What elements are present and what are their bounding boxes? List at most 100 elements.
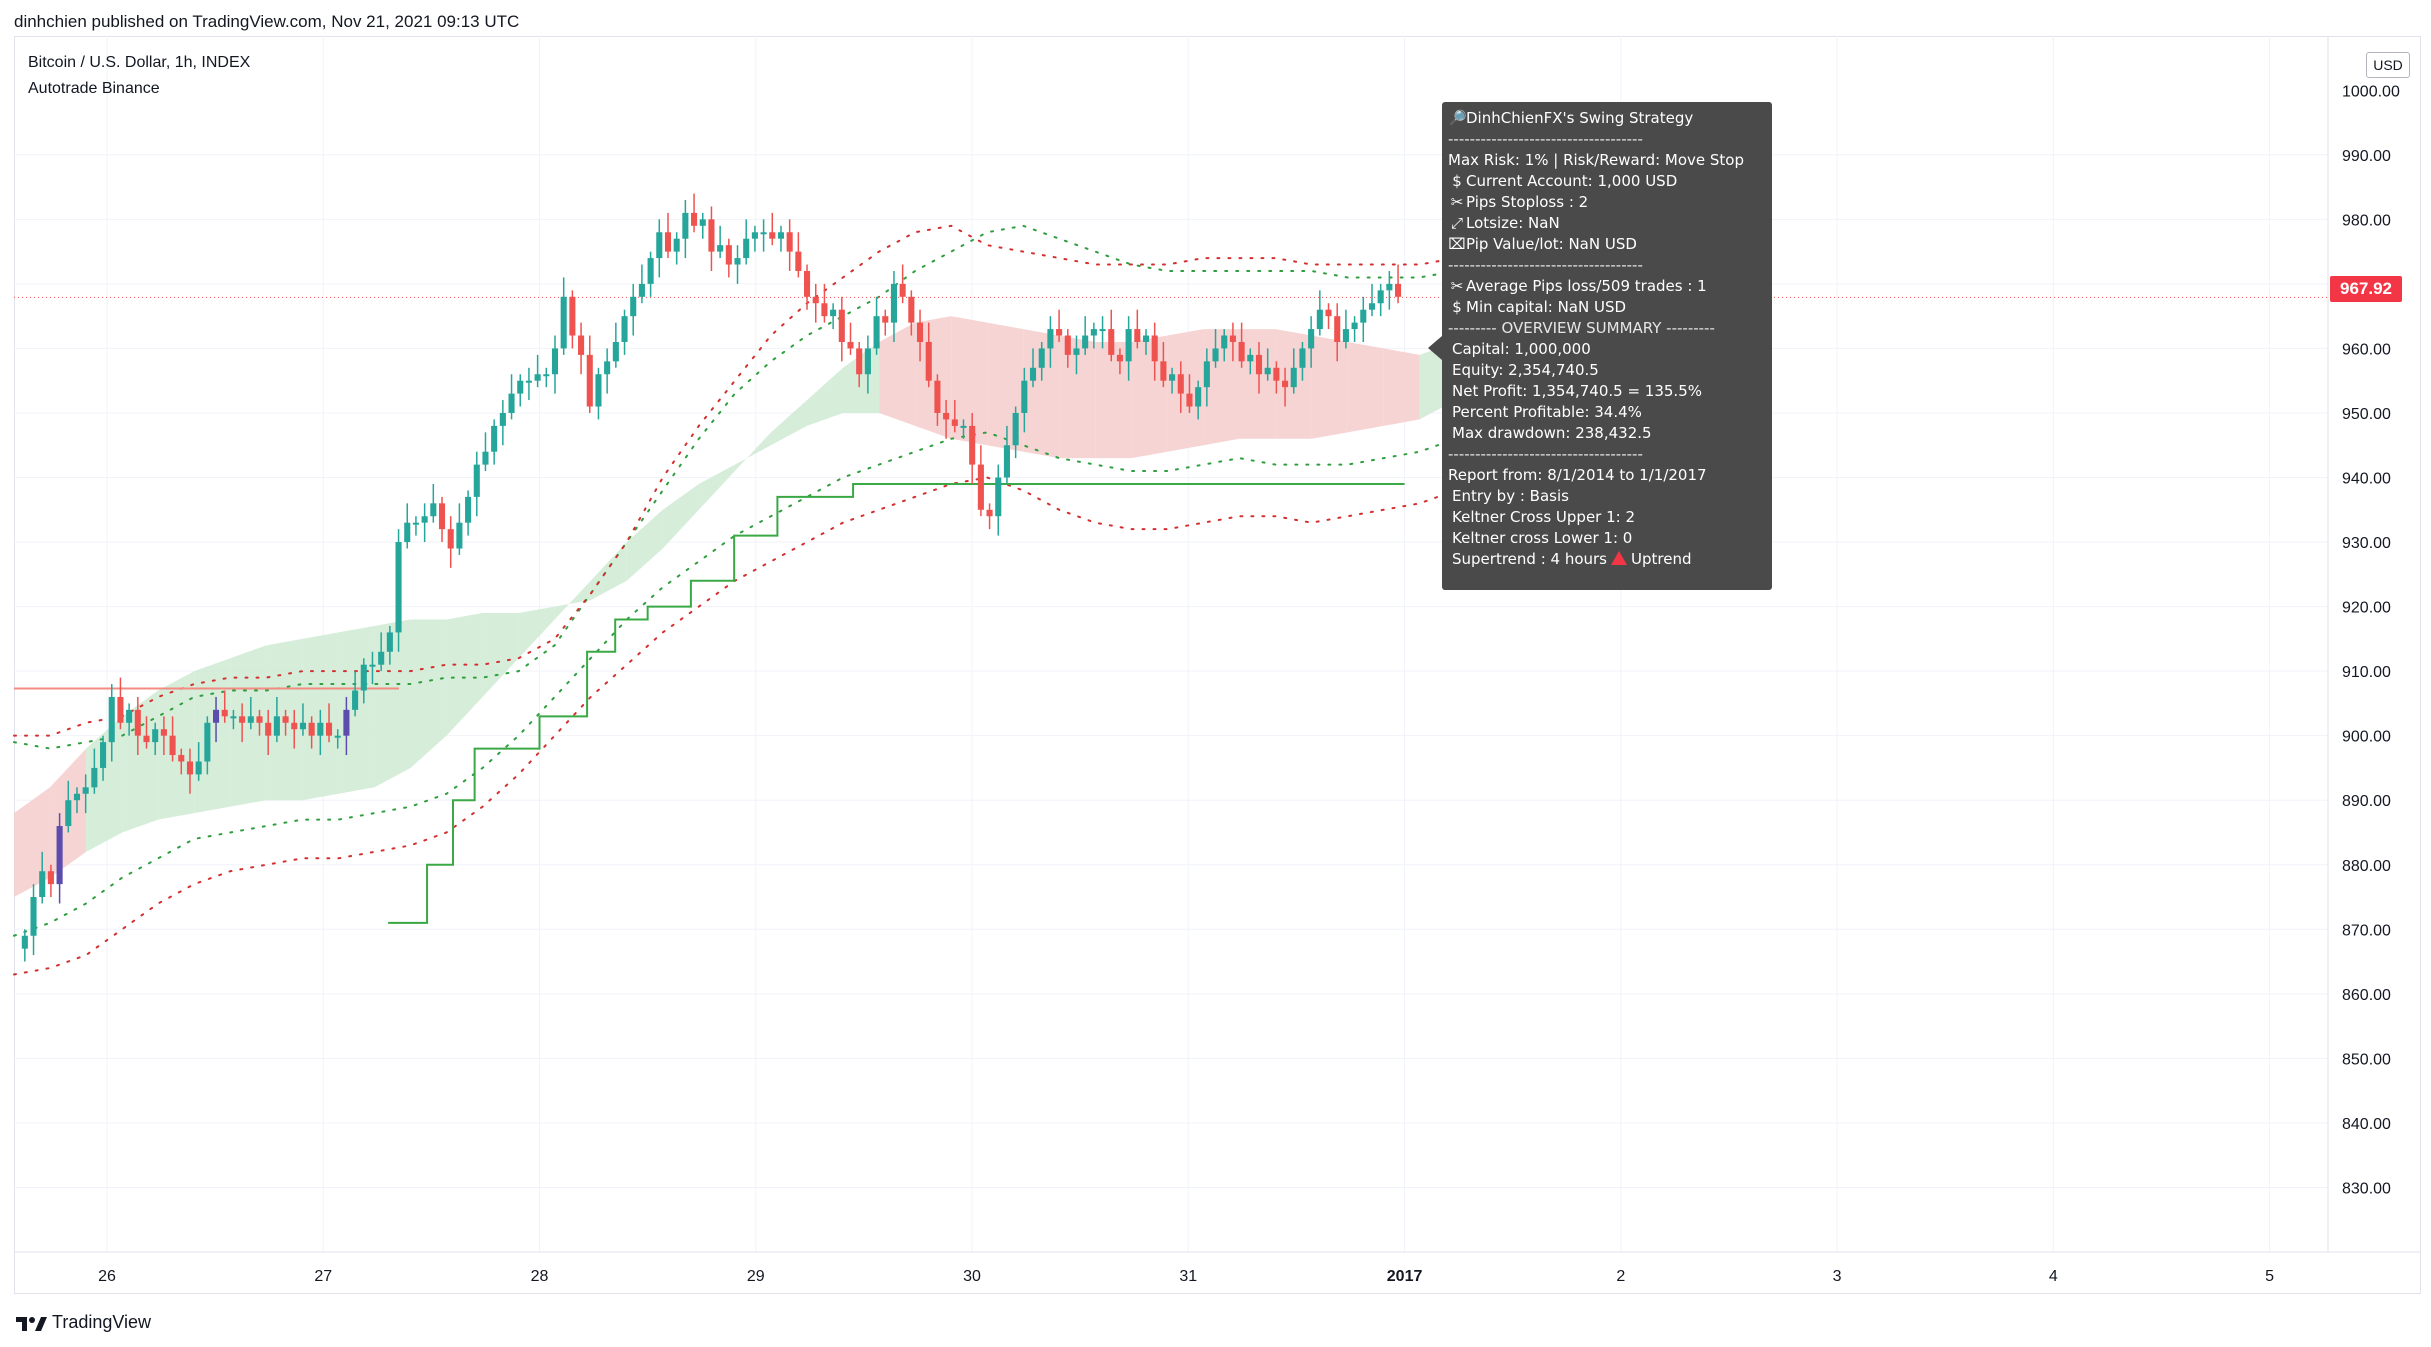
- candle-body: [1273, 367, 1280, 381]
- stats-pipvalue: Pip Value/lot: NaN USD: [1466, 235, 1637, 253]
- stats-supertrend-state: Uptrend: [1631, 550, 1692, 568]
- candle-body: [221, 709, 228, 717]
- y-tick-label: 990.00: [2342, 148, 2391, 165]
- keltner-lower-1: [13, 418, 1529, 937]
- candle-body: [682, 212, 689, 239]
- y-tick-label: 910.00: [2342, 664, 2391, 681]
- ema-band-segment: [230, 645, 267, 807]
- candle-body: [247, 716, 254, 723]
- candle-body: [1090, 329, 1097, 336]
- x-tick-label: 28: [531, 1268, 549, 1285]
- stats-netprofit: Net Profit: 1,354,740.5 = 135.5%: [1452, 382, 1702, 400]
- candle-body: [1212, 348, 1219, 362]
- candle-body: [525, 380, 532, 383]
- candle-body: [864, 348, 871, 375]
- candle-body: [995, 477, 1002, 517]
- candle-body: [1021, 380, 1028, 413]
- candle-body: [134, 709, 141, 736]
- x-tick-label: 2017: [1387, 1268, 1423, 1285]
- ema-band-segment: [806, 367, 844, 426]
- y-tick-label: 940.00: [2342, 471, 2391, 488]
- strategy-stats-box: 🔎DinhChienFX's Swing Strategy ----------…: [1428, 102, 1772, 590]
- candle-body: [691, 212, 698, 226]
- candle-body: [1360, 309, 1367, 323]
- candle-body: [447, 529, 454, 549]
- indicator-title[interactable]: Autotrade Binance: [28, 80, 160, 97]
- dollar-icon: $: [1452, 172, 1462, 190]
- candle-body: [630, 296, 637, 317]
- candle-body: [1290, 367, 1297, 388]
- candle-body: [491, 425, 498, 452]
- stats-account: Current Account: 1,000 USD: [1466, 172, 1678, 190]
- candle-body: [204, 722, 211, 762]
- ema-band-segment: [879, 322, 916, 426]
- candle-body: [1221, 335, 1228, 349]
- candle-body: [621, 316, 628, 342]
- indicator-lines: [13, 224, 2328, 976]
- candle-body: [899, 283, 906, 297]
- stats-pipvalue-row: ⌧Pip Value/lot: NaN USD: [1448, 234, 1766, 255]
- stats-stoploss: Pips Stoploss : 2: [1466, 193, 1589, 211]
- candle-body: [656, 232, 663, 259]
- candle-body: [951, 419, 958, 426]
- candle-body: [299, 722, 306, 730]
- x-tick-label: 5: [2265, 1268, 2274, 1285]
- ema-band-segment: [482, 613, 519, 697]
- stats-equity: Equity: 2,354,740.5: [1452, 361, 1599, 379]
- y-tick-label: 980.00: [2342, 212, 2391, 229]
- stats-drawdown: Max drawdown: 238,432.5: [1452, 424, 1652, 442]
- series-title[interactable]: Bitcoin / U.S. Dollar, 1h, INDEX: [28, 54, 251, 71]
- candle-body: [1142, 335, 1150, 342]
- candle-body: [438, 503, 446, 530]
- candle-body: [169, 735, 176, 756]
- candle-body: [473, 464, 480, 497]
- candle-body: [21, 935, 28, 949]
- candle-body: [230, 716, 237, 719]
- candle-body: [178, 755, 185, 762]
- candle-body: [1368, 303, 1376, 310]
- stats-entry: Entry by : Basis: [1452, 487, 1569, 505]
- candle-body: [664, 232, 672, 252]
- candle-body: [856, 348, 863, 375]
- stats-avgloss-row: ✂ Average Pips loss/509 trades : 1: [1448, 276, 1766, 297]
- candle-body: [386, 632, 393, 652]
- y-tick-label: 870.00: [2342, 922, 2391, 939]
- candle-body: [1038, 348, 1045, 368]
- candle-body: [977, 464, 984, 510]
- candle-body: [421, 516, 428, 523]
- candle-body: [412, 522, 419, 525]
- tradingview-footer[interactable]: TradingView: [14, 1312, 151, 1333]
- stats-overview-header: --------- OVERVIEW SUMMARY ---------: [1448, 319, 1715, 337]
- currency-button[interactable]: USD: [2366, 52, 2410, 78]
- candle-body: [578, 335, 585, 355]
- candle-body: [56, 826, 63, 885]
- candle-body: [595, 374, 602, 407]
- candle-body: [673, 238, 680, 252]
- candle-body: [604, 361, 611, 375]
- candle-body: [804, 270, 811, 297]
- ema-band-segment: [1167, 329, 1204, 452]
- candle-body: [195, 761, 202, 775]
- chart-frame[interactable]: [14, 36, 2421, 1294]
- y-tick-label: 880.00: [2342, 858, 2391, 875]
- y-tick-label: 930.00: [2342, 535, 2391, 552]
- candle-body: [812, 296, 819, 304]
- candle-body: [1177, 374, 1184, 394]
- ema-band-segment: [734, 432, 771, 472]
- candle-body: [943, 412, 950, 420]
- candle-body: [430, 503, 437, 517]
- y-tick-label: 860.00: [2342, 987, 2391, 1004]
- ema-band-segment: [1131, 335, 1168, 459]
- candle-body: [343, 709, 350, 736]
- ema-band-segment: [770, 400, 807, 446]
- candle-body: [534, 374, 541, 381]
- candle-body: [1099, 329, 1106, 332]
- ema-band-segment: [626, 509, 663, 581]
- last-price-label: 967.92: [2330, 276, 2402, 302]
- candle-body: [1203, 361, 1210, 388]
- candle-body: [352, 690, 359, 710]
- candle-body: [1395, 283, 1402, 297]
- candle-body: [838, 309, 845, 342]
- stats-lotsize: Lotsize: NaN: [1466, 214, 1560, 232]
